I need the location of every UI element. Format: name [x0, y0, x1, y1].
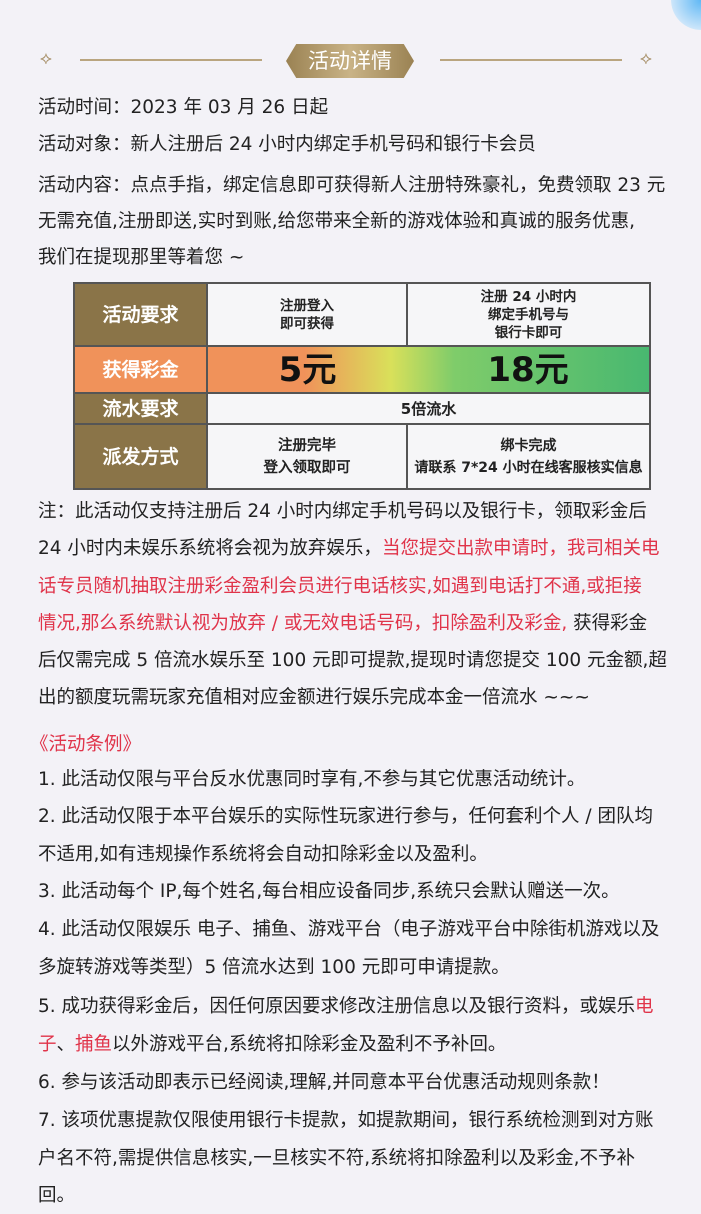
highlight-text: 子 — [38, 1034, 57, 1055]
text-segment: 2. 此活动仅限于本平台娱乐的实际性玩家进行参与，任何套利个人 / 团队均 — [38, 806, 654, 827]
rules-title: 《活动条例》 — [30, 734, 142, 755]
text-segment: 回。 — [38, 1185, 76, 1206]
rule-line: 7. 该项优惠提款仅限使用银行卡提款，如提款期间，银行系统检测到对方账 — [38, 1108, 654, 1134]
text-segment: 我们在提现那里等着您 ~ — [38, 247, 245, 268]
text-segment: 注：此活动仅支持注册后 24 小时内绑定手机号码以及银行卡，领取彩金后 — [38, 501, 647, 522]
rule-line: 户名不符,需提供信息核实,一旦核实不符,系统将扣除盈利以及彩金,不予补 — [38, 1146, 635, 1172]
divider-left — [80, 59, 262, 61]
highlight-text: 捕鱼 — [75, 1034, 113, 1055]
section-header: ⟡ 活动详情 ⟡ — [0, 42, 701, 78]
bonus-cell: 18元 — [407, 345, 651, 394]
note-line: 注：此活动仅支持注册后 24 小时内绑定手机号码以及银行卡，领取彩金后 — [38, 499, 647, 525]
distribution-cell: 绑卡完成 请联系 7*24 小时在线客服核实信息 — [406, 423, 651, 490]
text-segment: 多旋转游戏等类型）5 倍流水达到 100 元即可申请提款。 — [38, 957, 510, 978]
corner-decoration — [671, 0, 701, 30]
rule-line: 多旋转游戏等类型）5 倍流水达到 100 元即可申请提款。 — [38, 955, 510, 981]
section-title: 活动详情 — [286, 44, 414, 78]
rule-line: 5. 成功获得彩金后，因任何原因要求修改注册信息以及银行资料，或娱乐电 — [38, 994, 654, 1020]
rule-line: 1. 此活动仅限与平台反水优惠同时享有,不参与其它优惠活动统计。 — [38, 767, 585, 793]
rule-line: 4. 此活动仅限娱乐 电子、捕鱼、游戏平台（电子游戏平台中除街机游戏以及 — [38, 917, 659, 943]
rule-line: 回。 — [38, 1183, 75, 1209]
note-line: 24 小时内未娱乐系统将会视为放弃娱乐，当您提交出款申请时，我司相关电 — [38, 536, 659, 562]
text-segment: 1. 此活动仅限与平台反水优惠同时享有,不参与其它优惠活动统计。 — [38, 769, 586, 790]
text-segment: 、 — [56, 1034, 76, 1055]
bonus-table: 活动要求 注册登入 即可获得 注册 24 小时内 绑定手机号与 银行卡即可 获得… — [73, 282, 651, 490]
text-segment: 活动内容：点点手指，绑定信息即可获得新人注册特殊豪礼，免费领取 23 元 — [38, 175, 666, 196]
note-line: 出的额度玩需玩家充值相对应金额进行娱乐完成本金一倍流水 ~~~ — [38, 685, 590, 711]
text-segment: 活动时间：2023 年 03 月 26 日起 — [38, 97, 329, 118]
divider-right — [440, 59, 622, 61]
distribution-cell: 注册完毕 登入领取即可 — [206, 423, 408, 490]
bonus-cell: 5元 — [206, 345, 407, 394]
text-segment: 出的额度玩需玩家充值相对应金额进行娱乐完成本金一倍流水 ~~~ — [38, 687, 590, 708]
text-segment: 24 小时内未娱乐系统将会视为放弃娱乐， — [38, 538, 382, 559]
requirement-cell: 注册 24 小时内 绑定手机号与 银行卡即可 — [406, 282, 651, 347]
requirement-cell: 注册登入 即可获得 — [206, 282, 408, 347]
text-segment: 以外游戏平台,系统将扣除彩金及盈利不予补回。 — [112, 1034, 507, 1055]
text-segment: 不适用,如有违规操作系统将会自动扣除彩金以及盈利。 — [38, 844, 488, 865]
intro-line: 活动内容：点点手指，绑定信息即可获得新人注册特殊豪礼，免费领取 23 元 — [38, 173, 665, 199]
intro-line: 无需充值,注册即送,实时到账,给您带来全新的游戏体验和真诚的服务优惠, — [38, 209, 635, 235]
text-segment: 后仅需完成 5 倍流水娱乐至 100 元即可提款,提现时请您提交 100 元金额… — [38, 650, 667, 671]
text-segment: 活动对象：新人注册后 24 小时内绑定手机号码和银行卡会员 — [38, 134, 536, 155]
note-line: 情况,那么系统默认视为放弃 / 或无效电话号码，扣除盈利及彩金, 获得彩金 — [38, 611, 647, 637]
rule-line: 3. 此活动每个 IP,每个姓名,每台相应设备同步,系统只会默认赠送一次。 — [38, 879, 620, 905]
intro-line: 活动时间：2023 年 03 月 26 日起 — [38, 95, 328, 121]
text-segment: 3. 此活动每个 IP,每个姓名,每台相应设备同步,系统只会默认赠送一次。 — [38, 881, 620, 902]
row-label: 派发方式 — [73, 423, 208, 490]
intro-line: 我们在提现那里等着您 ~ — [38, 245, 244, 271]
highlight-text: 话专员随机抽取注册彩金盈利会员进行电话核实,如遇到电话打不通,或拒接 — [38, 576, 642, 597]
highlight-text: 情况,那么系统默认视为放弃 / 或无效电话号码，扣除盈利及彩金, — [38, 613, 568, 634]
ornament-left-icon: ⟡ — [40, 48, 52, 69]
text-segment: 无需充值,注册即送,实时到账,给您带来全新的游戏体验和真诚的服务优惠, — [38, 211, 636, 232]
text-segment: 6. 参与该活动即表示已经阅读,理解,并同意本平台优惠活动规则条款！ — [38, 1072, 610, 1093]
rule-line: 不适用,如有违规操作系统将会自动扣除彩金以及盈利。 — [38, 842, 488, 868]
note-line: 话专员随机抽取注册彩金盈利会员进行电话核实,如遇到电话打不通,或拒接 — [38, 574, 642, 600]
highlight-text: 当您提交出款申请时，我司相关电 — [381, 538, 660, 559]
row-label: 活动要求 — [73, 282, 208, 347]
text-segment: 7. 该项优惠提款仅限使用银行卡提款，如提款期间，银行系统检测到对方账 — [38, 1110, 654, 1131]
text-segment: 4. 此活动仅限娱乐 电子、捕鱼、游戏平台（电子游戏平台中除街机游戏以及 — [38, 919, 660, 940]
highlight-text: 电 — [635, 996, 654, 1017]
ornament-right-icon: ⟡ — [640, 48, 652, 69]
row-label: 获得彩金 — [73, 345, 208, 394]
rule-line: 子、捕鱼以外游戏平台,系统将扣除彩金及盈利不予补回。 — [38, 1032, 506, 1058]
intro-line: 活动对象：新人注册后 24 小时内绑定手机号码和银行卡会员 — [38, 132, 536, 158]
note-line: 后仅需完成 5 倍流水娱乐至 100 元即可提款,提现时请您提交 100 元金额… — [38, 648, 667, 674]
text-segment: 5. 成功获得彩金后，因任何原因要求修改注册信息以及银行资料，或娱乐 — [38, 996, 636, 1017]
rule-line: 6. 参与该活动即表示已经阅读,理解,并同意本平台优惠活动规则条款！ — [38, 1070, 610, 1096]
turnover-cell: 5倍流水 — [206, 392, 651, 425]
text-segment: 获得彩金 — [567, 613, 648, 634]
rule-line: 2. 此活动仅限于本平台娱乐的实际性玩家进行参与，任何套利个人 / 团队均 — [38, 804, 653, 830]
text-segment: 户名不符,需提供信息核实,一旦核实不符,系统将扣除盈利以及彩金,不予补 — [38, 1148, 636, 1169]
row-label: 流水要求 — [73, 392, 208, 425]
